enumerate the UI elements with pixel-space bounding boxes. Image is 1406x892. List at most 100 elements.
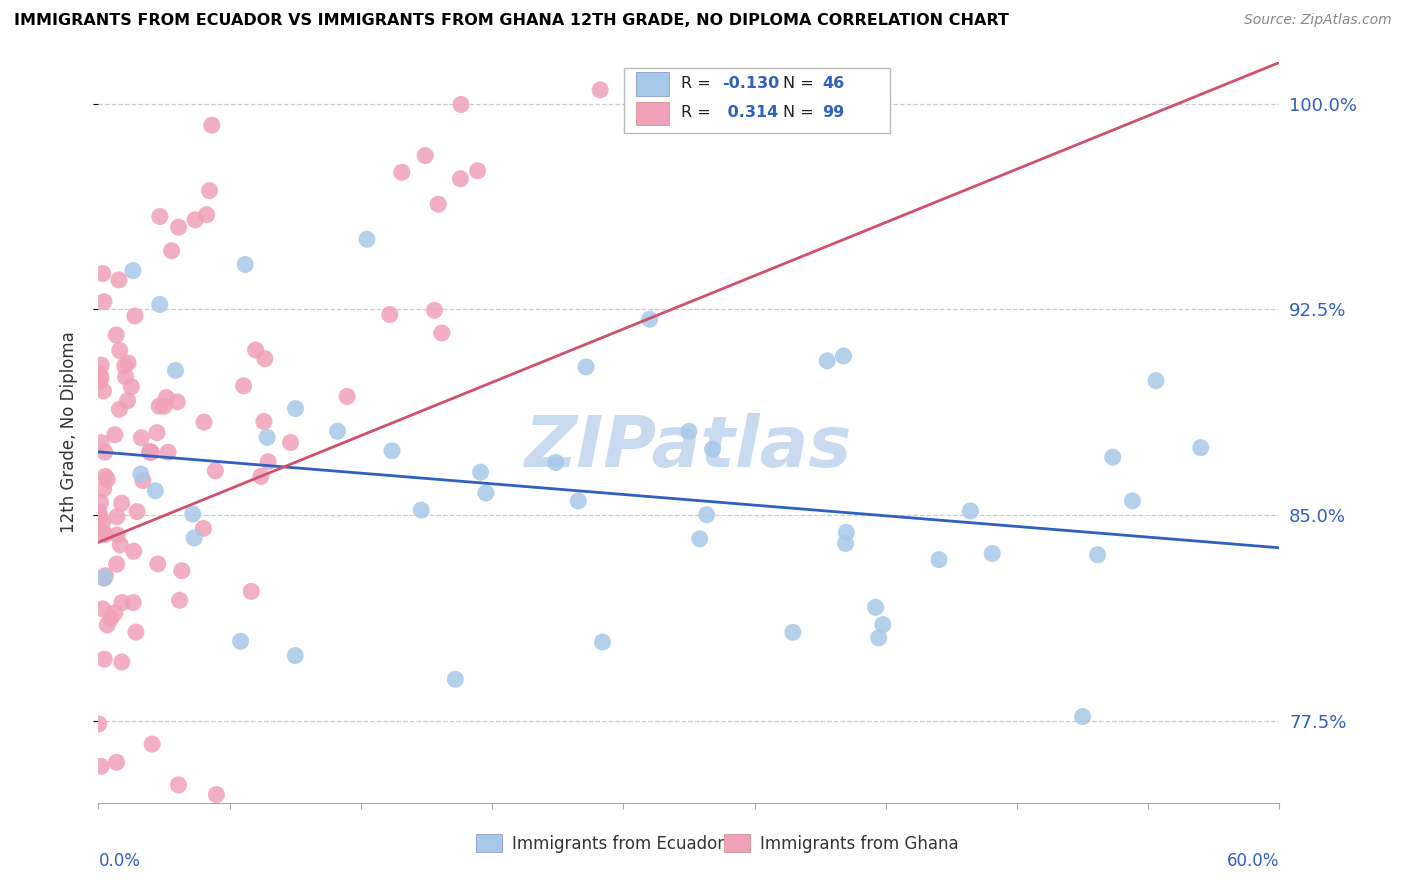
Point (149, 210, 172, 224)
Point (336, 389, 359, 403)
Point (141, 737, 163, 751)
Point (94, 568, 117, 582)
Point (89, 509, 111, 524)
Point (589, 83, 612, 97)
Text: 99: 99 (823, 105, 845, 120)
Point (205, 788, 228, 802)
Point (155, 391, 177, 405)
Text: R =: R = (681, 76, 710, 91)
Point (470, 465, 492, 479)
Point (201, 118, 224, 132)
Point (111, 496, 134, 510)
Point (93, 571, 115, 585)
Point (105, 509, 128, 524)
Point (253, 351, 276, 366)
Point (413, 148, 436, 162)
Point (108, 343, 131, 358)
Point (449, 171, 471, 186)
Point (381, 443, 404, 458)
Text: Immigrants from Ecuador: Immigrants from Ecuador (512, 835, 724, 853)
Point (94, 445, 117, 459)
Point (166, 395, 188, 409)
Point (284, 401, 307, 416)
Point (928, 552, 950, 566)
Point (169, 593, 191, 607)
Point (423, 303, 446, 318)
Point (868, 631, 890, 645)
Point (430, 326, 453, 340)
Point (87, 717, 110, 731)
Point (104, 606, 127, 620)
Bar (477, 834, 502, 853)
Point (167, 778, 190, 792)
Point (93, 384, 115, 398)
Point (105, 528, 128, 542)
Point (120, 380, 142, 394)
Point (117, 393, 139, 408)
Bar (636, 102, 669, 126)
Text: IMMIGRANTS FROM ECUADOR VS IMMIGRANTS FROM GHANA 12TH GRADE, NO DIPLOMA CORRELAT: IMMIGRANTS FROM ECUADOR VS IMMIGRANTS FR… (14, 13, 1010, 29)
Point (105, 328, 128, 343)
Point (111, 595, 134, 609)
Point (145, 483, 167, 498)
Point (193, 521, 215, 535)
Text: Immigrants from Ghana: Immigrants from Ghana (759, 835, 959, 853)
Text: 0.0%: 0.0% (98, 852, 141, 871)
Point (89, 495, 111, 509)
Point (253, 415, 276, 429)
Point (146, 425, 169, 440)
Point (592, 635, 614, 649)
Point (114, 359, 136, 373)
Point (696, 508, 718, 522)
Point (981, 546, 1004, 560)
Point (378, 308, 401, 322)
Point (257, 455, 280, 469)
Text: 0.314: 0.314 (723, 105, 779, 120)
Point (782, 625, 804, 640)
Point (575, 359, 598, 374)
Point (475, 486, 498, 500)
Point (153, 399, 176, 413)
Point (131, 431, 153, 445)
Point (865, 600, 887, 615)
Text: N =: N = (783, 76, 814, 91)
Point (326, 424, 349, 438)
Point (638, 312, 661, 326)
Point (834, 536, 856, 550)
Point (668, 109, 690, 123)
Point (229, 634, 252, 648)
Point (256, 430, 278, 444)
Point (195, 208, 218, 222)
Point (91, 516, 114, 530)
Point (678, 425, 700, 439)
Point (91, 267, 114, 281)
Point (87, 505, 110, 519)
Point (751, 83, 773, 97)
Point (125, 505, 148, 519)
Point (284, 648, 307, 663)
Point (87, 367, 110, 381)
Point (232, 378, 254, 392)
Point (165, 363, 187, 377)
Point (100, 611, 122, 625)
Point (122, 263, 145, 277)
Point (138, 445, 160, 459)
Text: 60.0%: 60.0% (1227, 852, 1279, 871)
Point (91, 525, 114, 540)
Point (245, 343, 267, 357)
Point (356, 232, 378, 246)
Point (240, 584, 263, 599)
Bar (624, 68, 890, 133)
Point (204, 464, 226, 478)
Point (108, 273, 131, 287)
Point (90, 370, 112, 384)
Point (146, 557, 169, 571)
Point (129, 467, 152, 481)
Point (114, 370, 136, 384)
Text: R =: R = (681, 105, 710, 120)
Point (567, 494, 589, 508)
Point (124, 309, 146, 323)
Point (96, 472, 118, 486)
Point (117, 356, 139, 370)
Point (167, 220, 190, 235)
